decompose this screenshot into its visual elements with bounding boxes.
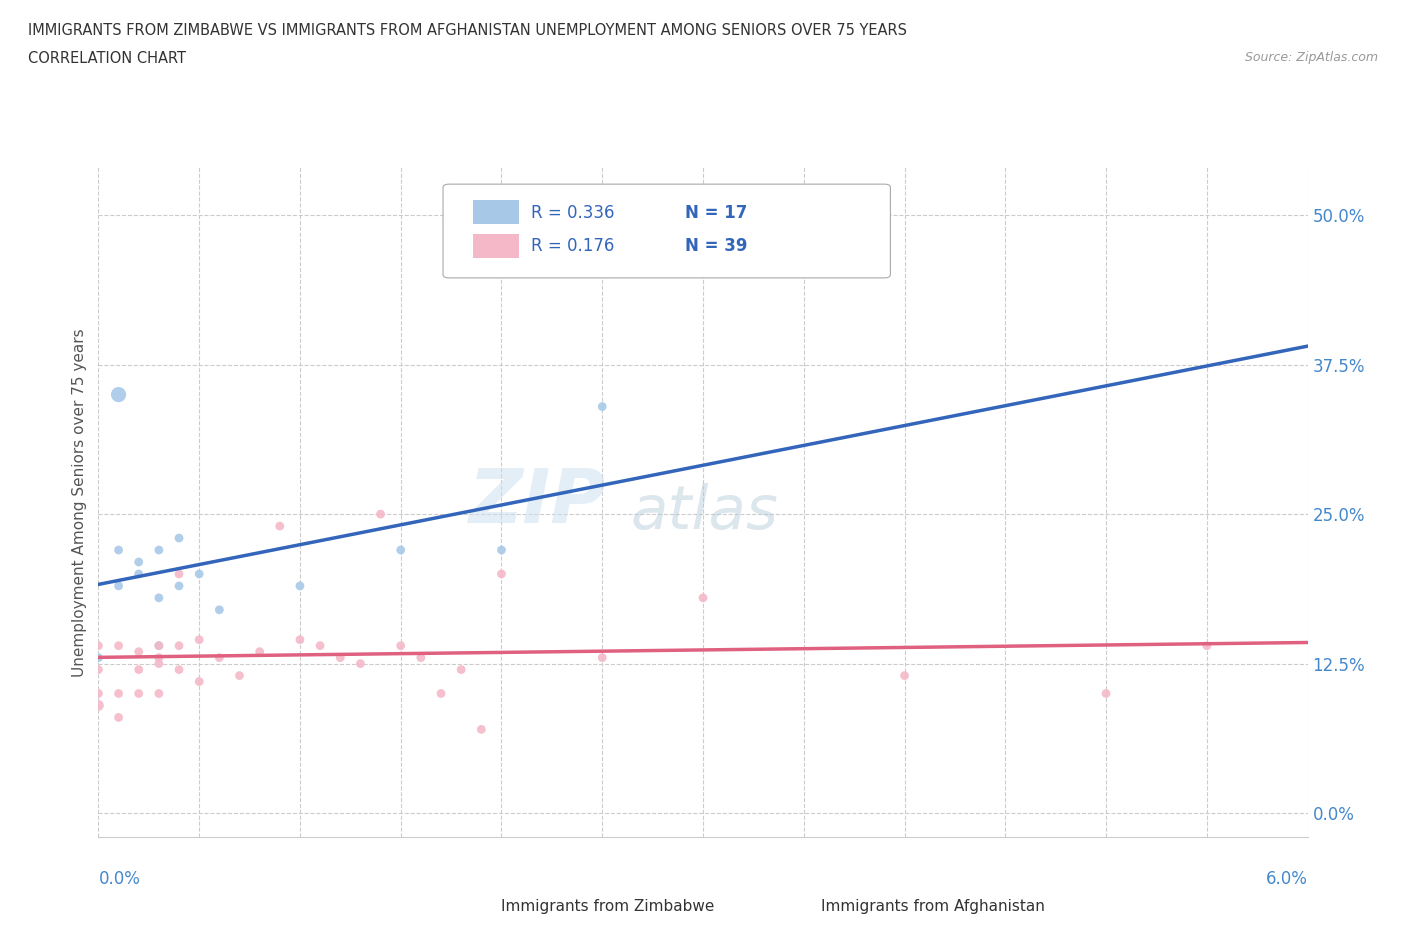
- Point: [128, 566, 150, 581]
- FancyBboxPatch shape: [782, 899, 811, 914]
- Point: [148, 638, 170, 653]
- Point: [349, 657, 371, 671]
- Point: [591, 399, 613, 414]
- Point: [148, 657, 170, 671]
- Text: Immigrants from Afghanistan: Immigrants from Afghanistan: [821, 899, 1046, 914]
- Point: [128, 662, 150, 677]
- Point: [87, 686, 110, 701]
- Point: [148, 650, 170, 665]
- Point: [450, 662, 472, 677]
- Point: [228, 668, 250, 683]
- Text: R = 0.336: R = 0.336: [531, 204, 614, 222]
- Text: N = 17: N = 17: [685, 204, 747, 222]
- Point: [491, 566, 513, 581]
- Point: [148, 638, 170, 653]
- FancyBboxPatch shape: [474, 200, 519, 224]
- Point: [1195, 638, 1218, 653]
- Text: R = 0.176: R = 0.176: [531, 237, 614, 256]
- Point: [107, 710, 129, 724]
- Point: [167, 531, 190, 546]
- Point: [208, 650, 231, 665]
- Point: [128, 554, 150, 569]
- Point: [309, 638, 332, 653]
- Point: [188, 566, 211, 581]
- Point: [107, 578, 129, 593]
- Point: [167, 662, 190, 677]
- Text: atlas: atlas: [630, 483, 779, 542]
- Point: [167, 566, 190, 581]
- Point: [107, 542, 129, 557]
- Point: [188, 632, 211, 647]
- Point: [188, 674, 211, 689]
- Point: [107, 638, 129, 653]
- Point: [370, 507, 392, 522]
- Point: [288, 632, 311, 647]
- FancyBboxPatch shape: [461, 899, 492, 914]
- Text: IMMIGRANTS FROM ZIMBABWE VS IMMIGRANTS FROM AFGHANISTAN UNEMPLOYMENT AMONG SENIO: IMMIGRANTS FROM ZIMBABWE VS IMMIGRANTS F…: [28, 23, 907, 38]
- Point: [893, 668, 915, 683]
- Point: [148, 591, 170, 605]
- Point: [409, 650, 432, 665]
- Point: [430, 686, 453, 701]
- Point: [148, 686, 170, 701]
- Point: [491, 542, 513, 557]
- Point: [288, 578, 311, 593]
- Text: 6.0%: 6.0%: [1265, 870, 1308, 887]
- Point: [128, 686, 150, 701]
- Point: [389, 638, 412, 653]
- Point: [692, 591, 714, 605]
- Text: ZIP: ZIP: [470, 466, 606, 538]
- Point: [107, 387, 129, 402]
- Text: Immigrants from Zimbabwe: Immigrants from Zimbabwe: [501, 899, 714, 914]
- Point: [87, 638, 110, 653]
- Point: [87, 650, 110, 665]
- Text: N = 39: N = 39: [685, 237, 748, 256]
- Point: [167, 638, 190, 653]
- FancyBboxPatch shape: [474, 233, 519, 258]
- Point: [148, 542, 170, 557]
- Point: [87, 698, 110, 713]
- Point: [1095, 686, 1118, 701]
- Y-axis label: Unemployment Among Seniors over 75 years: Unemployment Among Seniors over 75 years: [72, 328, 87, 676]
- FancyBboxPatch shape: [443, 184, 890, 278]
- Point: [208, 603, 231, 618]
- Point: [389, 542, 412, 557]
- Text: Source: ZipAtlas.com: Source: ZipAtlas.com: [1244, 51, 1378, 64]
- Point: [470, 722, 492, 737]
- Point: [329, 650, 352, 665]
- Text: CORRELATION CHART: CORRELATION CHART: [28, 51, 186, 66]
- Point: [107, 686, 129, 701]
- Point: [249, 644, 271, 659]
- Point: [591, 650, 613, 665]
- Point: [269, 519, 291, 534]
- Point: [128, 644, 150, 659]
- Point: [167, 578, 190, 593]
- Point: [87, 662, 110, 677]
- Text: 0.0%: 0.0%: [98, 870, 141, 887]
